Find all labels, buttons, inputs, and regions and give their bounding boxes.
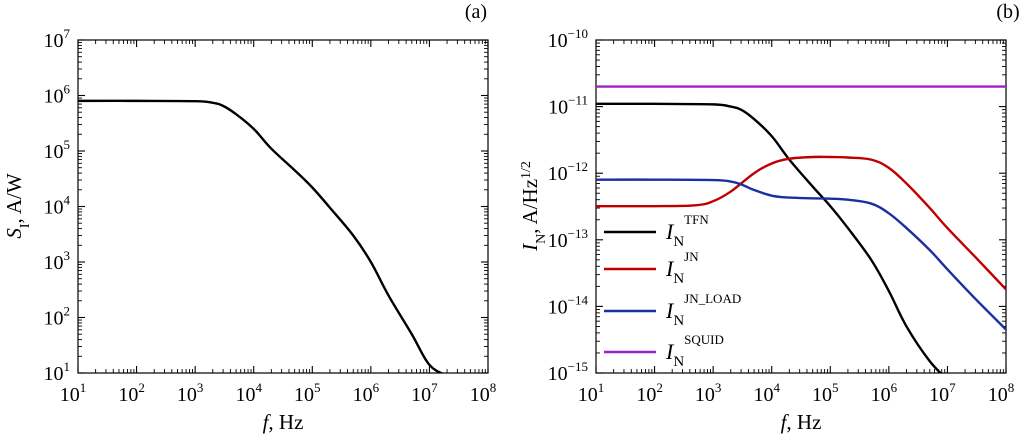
- panel-b-ticks: 101 102 103 104 105 106 107 108 10−15 10−14 10−13 1…: [548, 26, 1015, 406]
- panel-a-y-tick-label: 102: [44, 304, 71, 330]
- panel-b-legend: INTFN INJN INJN_LOAD INSQUID: [604, 212, 741, 370]
- panel-a-y-tick-label: 106: [44, 82, 71, 108]
- panel-a-y-tick-label: 107: [44, 26, 71, 52]
- panel-b-y-tick-label: 10−12: [548, 159, 588, 185]
- panel-b-x-tick-label: 101: [578, 380, 605, 406]
- panel-a-y-axis-title: SI, A/W: [2, 173, 33, 239]
- panel-b-series: [596, 85, 1006, 373]
- panel-a-y-tick-label: 105: [44, 137, 71, 163]
- panel-b-x-tick-label: 106: [871, 380, 898, 406]
- legend-entry-jn-load: INJN_LOAD: [604, 291, 741, 329]
- panel-a-x-tick-label: 108: [470, 380, 497, 406]
- panel-b-chart: 101 102 103 104 105 106 107 108 10−15 10−14 10−13 1…: [518, 1, 1020, 434]
- legend-label-jn: INJN: [665, 249, 699, 287]
- panel-b-label: (b): [996, 1, 1019, 23]
- panel-a-x-tick-label: 107: [411, 380, 438, 406]
- panel-b-x-tick-label: 108: [988, 380, 1015, 406]
- legend-entry-tfn: INTFN: [604, 212, 709, 250]
- panel-b-x-tick-label: 103: [695, 380, 722, 406]
- panel-a-x-tick-label: 102: [118, 380, 145, 406]
- panel-a-chart: 101 102 103 104 105 106 107 108 101 102 103 104 105 1…: [2, 1, 496, 434]
- panel-b-y-tick-label: 10−15: [548, 359, 588, 385]
- panel-b-x-axis-title: f, Hz: [781, 410, 822, 434]
- panel-b-x-tick-label: 104: [753, 380, 780, 406]
- panel-a-ticks: 101 102 103 104 105 106 107 108 101 102 103 104 105 1…: [44, 26, 497, 406]
- panel-b-y-tick-label: 10−13: [548, 226, 588, 252]
- panel-a-x-tick-label: 104: [235, 380, 262, 406]
- panel-a-y-tick-label: 101: [44, 359, 71, 385]
- legend-label-tfn: INTFN: [665, 212, 709, 250]
- panel-a-series: [78, 99, 445, 373]
- panel-b-x-tick-label: 107: [929, 380, 956, 406]
- legend-entry-squid: INSQUID: [604, 332, 724, 370]
- panel-b-x-tick-label: 102: [636, 380, 663, 406]
- panel-b-series-line-jn: [596, 155, 1006, 291]
- panel-b-y-tick-label: 10−14: [548, 292, 589, 318]
- panel-a-x-tick-label: 106: [353, 380, 380, 406]
- panel-a-y-tick-label: 103: [44, 248, 71, 274]
- panel-b-y-tick-label: 10−11: [548, 93, 588, 119]
- legend-label-squid: INSQUID: [665, 332, 724, 370]
- panel-a-x-tick-label: 101: [60, 380, 87, 406]
- panel-a-x-tick-label: 105: [294, 380, 321, 406]
- panel-b-x-tick-label: 105: [812, 380, 839, 406]
- panel-a-series-line-series-0: [78, 99, 445, 373]
- legend-entry-jn: INJN: [604, 249, 699, 287]
- panel-a-y-tick-label: 104: [44, 193, 71, 219]
- panel-b-series-line-jn-load: [596, 178, 1006, 331]
- panel-b-y-axis-title: IN, A/Hz1/2: [518, 161, 549, 252]
- panel-a-label: (a): [465, 1, 487, 23]
- panel-a-x-tick-label: 103: [177, 380, 204, 406]
- panel-b-y-tick-label: 10−10: [548, 26, 588, 52]
- panel-a-x-axis-title: f, Hz: [263, 410, 304, 434]
- panel-b-series-line-tfn: [596, 102, 943, 373]
- legend-label-jn-load: INJN_LOAD: [665, 291, 741, 329]
- panel-a-plot-frame: [77, 39, 489, 374]
